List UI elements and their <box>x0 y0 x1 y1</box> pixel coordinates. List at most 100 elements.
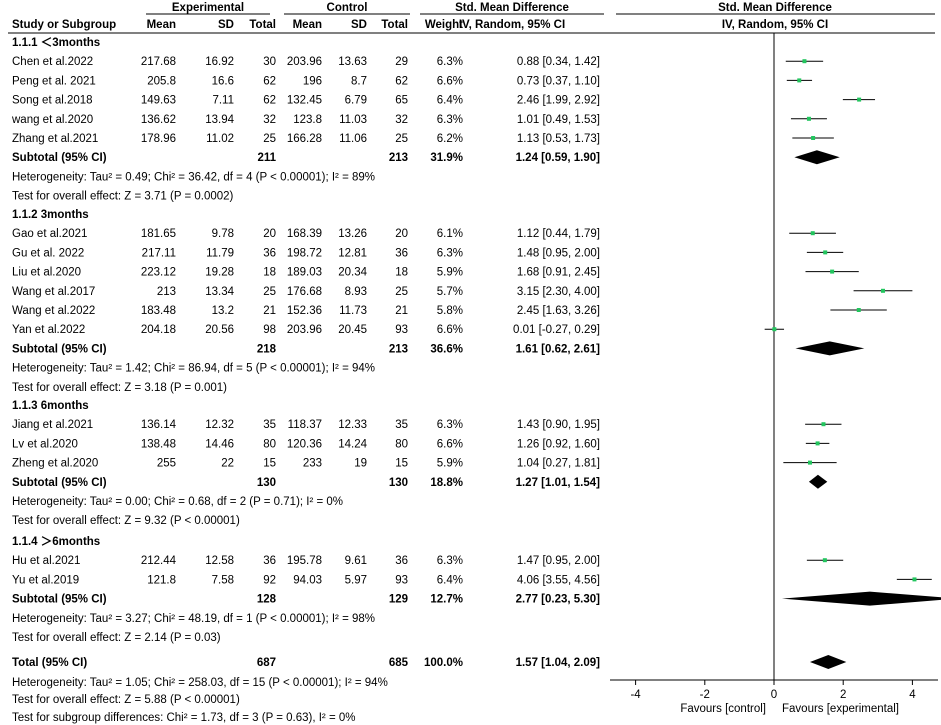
exp-sd: 12.58 <box>205 555 234 567</box>
study-name: Song et al.2018 <box>12 95 93 107</box>
study-weight: 6.3% <box>437 419 463 431</box>
exp-total: 62 <box>263 95 276 107</box>
axis-tick-label: 4 <box>909 689 916 701</box>
ctl-total: 36 <box>395 247 408 259</box>
subgroup-title: 1.1.4 ＞6months <box>12 535 100 548</box>
total-weight: 100.0% <box>424 657 463 669</box>
header-col-method: IV, Random, 95% CI <box>459 19 565 31</box>
point-estimate <box>811 136 816 140</box>
overall-effect-text: Test for overall effect: Z = 9.32 (P < 0… <box>12 515 240 527</box>
header-smd-title: Std. Mean Difference <box>455 2 569 14</box>
ctl-mean: 203.96 <box>287 324 322 336</box>
axis-tick-label: 0 <box>771 689 777 701</box>
study-weight: 6.3% <box>437 247 463 259</box>
ctl-total: 93 <box>395 324 408 336</box>
study-weight: 6.3% <box>437 114 463 126</box>
pooled-diamond <box>795 341 865 356</box>
subtotal-ci: 1.24 [0.59, 1.90] <box>516 152 601 164</box>
study-weight: 6.2% <box>437 133 463 145</box>
exp-total: 35 <box>263 419 276 431</box>
subtotal-exp-total: 130 <box>257 477 276 489</box>
study-name: Liu et al.2020 <box>12 267 81 279</box>
ctl-total: 21 <box>395 305 408 317</box>
ctl-sd: 11.73 <box>339 305 367 317</box>
point-estimate <box>806 116 811 121</box>
table-rows: 1.1.1 ＜3months Chen et al.2022 217.68 16.92… <box>11 36 600 724</box>
point-estimate <box>821 422 826 427</box>
ctl-sd: 8.7 <box>351 75 367 87</box>
total-overall-effect-text: Test for overall effect: Z = 5.88 (P < 0… <box>12 694 240 706</box>
ctl-total: 65 <box>395 95 408 107</box>
exp-sd: 7.11 <box>212 95 234 107</box>
exp-total: 25 <box>263 286 276 298</box>
exp-mean: 217.68 <box>141 56 176 68</box>
exp-sd: 19.28 <box>205 267 234 279</box>
exp-sd: 12.32 <box>205 419 234 431</box>
study-name: Hu et al.2021 <box>12 555 80 567</box>
study-ci: 2.45 [1.63, 3.26] <box>517 305 600 317</box>
exp-sd: 13.94 <box>205 114 234 126</box>
ctl-total: 20 <box>395 228 408 240</box>
exp-mean: 212.44 <box>141 555 177 567</box>
pooled-diamond <box>794 150 840 165</box>
ctl-total: 25 <box>395 133 408 145</box>
header-control: Control <box>327 2 368 14</box>
study-weight: 5.9% <box>437 267 463 279</box>
study-ci: 1.48 [0.95, 2.00] <box>517 247 600 259</box>
ctl-mean: 166.28 <box>287 133 322 145</box>
exp-mean: 136.62 <box>141 114 176 126</box>
exp-sd: 7.58 <box>212 574 234 586</box>
axis-tick-label: -4 <box>630 689 641 701</box>
header-experimental: Experimental <box>172 2 244 14</box>
ctl-sd: 13.63 <box>338 56 367 68</box>
ctl-mean: 196 <box>303 75 322 87</box>
study-name: Chen et al.2022 <box>12 56 93 68</box>
subtotal-ctl-total: 129 <box>389 594 408 606</box>
subtotal-ctl-total: 213 <box>389 343 408 355</box>
study-name: Wang et al.2017 <box>12 286 95 298</box>
axis-tick-label: 2 <box>840 689 846 701</box>
point-estimate <box>880 288 885 293</box>
exp-mean: 213 <box>157 286 176 298</box>
ctl-sd: 14.24 <box>338 438 367 450</box>
exp-mean: 204.18 <box>141 324 176 336</box>
ctl-mean: 168.39 <box>287 228 322 240</box>
study-weight: 6.4% <box>437 574 463 586</box>
total-heterogeneity-text: Heterogeneity: Tau² = 1.05; Chi² = 258.0… <box>12 677 388 689</box>
study-ci: 2.46 [1.99, 2.92] <box>517 95 600 107</box>
study-ci: 0.88 [0.34, 1.42] <box>517 56 600 68</box>
exp-mean: 138.48 <box>141 438 176 450</box>
study-ci: 1.47 [0.95, 2.00] <box>517 555 600 567</box>
study-weight: 5.8% <box>437 305 463 317</box>
ctl-sd: 11.03 <box>339 114 367 126</box>
exp-mean: 205.8 <box>147 75 176 87</box>
exp-mean: 223.12 <box>141 267 176 279</box>
study-ci: 1.43 [0.90, 1.95] <box>517 419 600 431</box>
header-col-sd-exp: SD <box>218 19 234 31</box>
point-estimate <box>815 441 820 446</box>
study-ci: 4.06 [3.55, 4.56] <box>517 574 600 586</box>
study-weight: 5.7% <box>437 286 463 298</box>
exp-total: 36 <box>263 247 276 259</box>
ctl-mean: 123.8 <box>293 114 322 126</box>
exp-sd: 14.46 <box>205 438 234 450</box>
study-ci: 1.26 [0.92, 1.60] <box>517 438 600 450</box>
study-name: Zheng et al.2020 <box>12 458 98 470</box>
ctl-sd: 20.34 <box>338 267 367 279</box>
exp-total: 20 <box>263 228 276 240</box>
ctl-total: 25 <box>395 286 408 298</box>
study-weight: 6.3% <box>437 555 463 567</box>
point-estimate <box>797 78 802 83</box>
subgroup-title: 1.1.3 6months <box>12 400 89 412</box>
pooled-diamond <box>781 591 941 606</box>
point-estimate <box>912 577 917 582</box>
subtotal-weight: 36.6% <box>430 343 463 355</box>
ctl-mean: 118.37 <box>288 419 322 431</box>
exp-sd: 13.34 <box>205 286 234 298</box>
exp-mean: 121.8 <box>147 574 176 586</box>
ctl-mean: 203.96 <box>287 56 322 68</box>
study-ci: 3.15 [2.30, 4.00] <box>517 286 600 298</box>
point-estimate <box>856 308 861 312</box>
subtotal-weight: 18.8% <box>430 477 463 489</box>
ctl-total: 62 <box>395 75 408 87</box>
